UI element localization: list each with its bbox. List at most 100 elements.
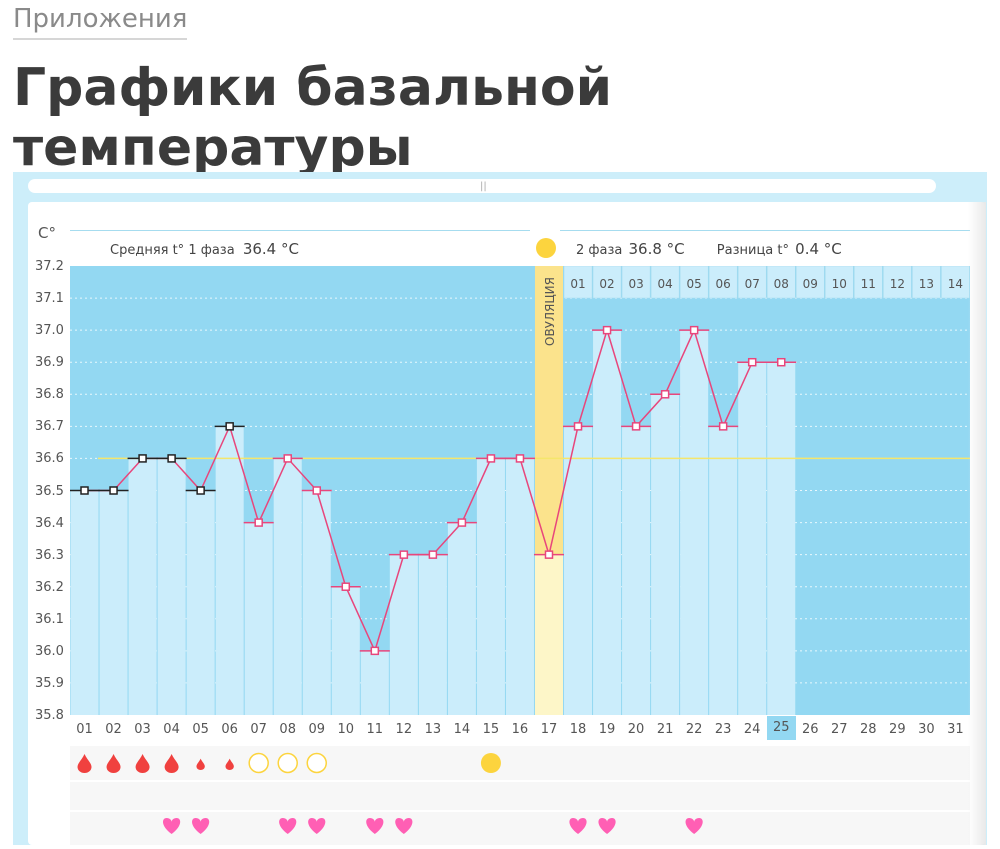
y-tick-label: 36.5 bbox=[35, 483, 64, 499]
data-point bbox=[660, 390, 670, 399]
day-bar bbox=[680, 330, 709, 715]
day-bar bbox=[476, 458, 505, 715]
horizontal-scrollbar[interactable] bbox=[28, 179, 936, 193]
day-label[interactable]: 14 bbox=[453, 722, 471, 737]
day-label[interactable]: 12 bbox=[395, 722, 413, 737]
bleeding-row bbox=[70, 746, 970, 780]
y-tick-label: 36.8 bbox=[35, 387, 64, 403]
day-label[interactable]: 18 bbox=[569, 722, 587, 737]
day-label[interactable]: 20 bbox=[627, 722, 645, 737]
empty-row bbox=[70, 782, 970, 810]
y-axis-unit: C° bbox=[38, 224, 56, 242]
day-bar bbox=[534, 554, 564, 715]
day-label[interactable]: 16 bbox=[511, 722, 529, 737]
y-tick-label: 35.8 bbox=[35, 708, 64, 723]
phase2-day-label: 06 bbox=[716, 277, 731, 291]
data-point bbox=[544, 550, 554, 559]
data-point bbox=[457, 518, 467, 527]
day-bar bbox=[157, 458, 186, 715]
data-point bbox=[80, 486, 89, 495]
y-tick-label: 37.2 bbox=[35, 259, 64, 274]
phase2-day-label: 08 bbox=[774, 277, 789, 291]
day-bar bbox=[186, 490, 215, 715]
ovulation-label: ОВУЛЯЦИЯ bbox=[543, 277, 557, 346]
heart-icon bbox=[598, 818, 616, 834]
day-label[interactable]: 30 bbox=[918, 722, 935, 737]
data-point bbox=[341, 582, 351, 591]
phase2-label: 2 фаза bbox=[576, 243, 623, 258]
phase2-day-label: 07 bbox=[745, 277, 760, 291]
day-bar bbox=[447, 522, 476, 715]
phase1-label: Средняя t° 1 фаза bbox=[110, 243, 235, 258]
day-bar bbox=[244, 522, 273, 715]
day-label[interactable]: 04 bbox=[163, 722, 180, 737]
day-bar bbox=[593, 330, 622, 715]
day-label[interactable]: 21 bbox=[656, 722, 674, 737]
data-point bbox=[283, 454, 292, 463]
day-label[interactable]: 08 bbox=[279, 722, 296, 737]
day-label[interactable]: 26 bbox=[801, 722, 819, 737]
y-tick-label: 36.0 bbox=[35, 643, 64, 659]
day-bar bbox=[70, 490, 99, 715]
data-point bbox=[573, 422, 583, 431]
heart-icon bbox=[163, 818, 181, 834]
heart-icon bbox=[366, 818, 384, 834]
phase2-day-label: 14 bbox=[948, 277, 963, 291]
day-label[interactable]: 10 bbox=[337, 722, 355, 737]
current-day-label[interactable]: 25 bbox=[766, 716, 796, 740]
day-label[interactable]: 28 bbox=[860, 722, 877, 737]
day-label[interactable]: 11 bbox=[366, 722, 384, 737]
data-point bbox=[167, 454, 176, 463]
ovulation-stripe bbox=[534, 266, 564, 555]
day-bar bbox=[564, 426, 593, 715]
breadcrumb-link[interactable]: Приложения bbox=[13, 4, 188, 40]
phase2-day-label: 10 bbox=[832, 277, 847, 291]
heart-icon bbox=[308, 818, 326, 834]
day-label[interactable]: 01 bbox=[76, 722, 93, 737]
page-title: Графики базальной температуры bbox=[13, 58, 613, 178]
day-label[interactable]: 23 bbox=[714, 722, 732, 737]
small-blood-drop-icon bbox=[196, 758, 205, 770]
day-label[interactable]: 07 bbox=[250, 722, 267, 737]
phase2-day-label: 03 bbox=[628, 277, 643, 291]
data-point bbox=[109, 486, 118, 495]
y-tick-label: 35.9 bbox=[35, 675, 64, 691]
phase1-value: 36.4 °C bbox=[242, 240, 299, 258]
phase2-day-label: 05 bbox=[687, 277, 702, 291]
chart-svg: ОВУЛЯЦИЯ 01 02 03 04 05 06 07 08 09 10 11 12 13 14 bbox=[70, 266, 970, 715]
data-point bbox=[718, 422, 728, 431]
scroll-grip-icon[interactable]: || bbox=[480, 181, 487, 192]
data-point bbox=[254, 518, 263, 527]
day-label[interactable]: 06 bbox=[221, 722, 238, 737]
phase2-day-label: 02 bbox=[599, 277, 614, 291]
day-label[interactable]: 24 bbox=[743, 722, 761, 737]
day-label[interactable]: 22 bbox=[685, 722, 703, 737]
diff-label: Разница t° bbox=[716, 243, 790, 258]
phase2-day-label: 01 bbox=[570, 277, 585, 291]
blood-drop-icon bbox=[77, 754, 92, 773]
ovulation-sun-icon bbox=[535, 238, 556, 258]
y-tick-label: 36.6 bbox=[35, 451, 64, 467]
data-point bbox=[196, 486, 205, 495]
blood-drop-icon bbox=[106, 754, 121, 773]
empty-circle-icon bbox=[277, 752, 298, 774]
day-label[interactable]: 17 bbox=[540, 722, 558, 737]
heart-icon bbox=[192, 818, 210, 834]
day-label[interactable]: 19 bbox=[598, 722, 616, 737]
day-label[interactable]: 15 bbox=[482, 722, 500, 737]
day-label[interactable]: 03 bbox=[134, 722, 151, 737]
day-label[interactable]: 02 bbox=[105, 722, 122, 737]
day-label[interactable]: 27 bbox=[830, 722, 848, 737]
day-bar bbox=[99, 490, 128, 715]
data-point bbox=[776, 357, 786, 367]
data-point bbox=[428, 550, 438, 559]
day-bar bbox=[651, 394, 680, 715]
day-label[interactable]: 05 bbox=[192, 722, 209, 737]
diff-value: 0.4 °C bbox=[795, 240, 842, 258]
day-label[interactable]: 09 bbox=[308, 722, 325, 737]
day-label[interactable]: 13 bbox=[424, 722, 442, 737]
empty-circle-icon bbox=[248, 752, 269, 774]
heart-icon bbox=[685, 818, 703, 834]
day-label[interactable]: 31 bbox=[947, 722, 964, 737]
day-label[interactable]: 29 bbox=[889, 722, 906, 737]
